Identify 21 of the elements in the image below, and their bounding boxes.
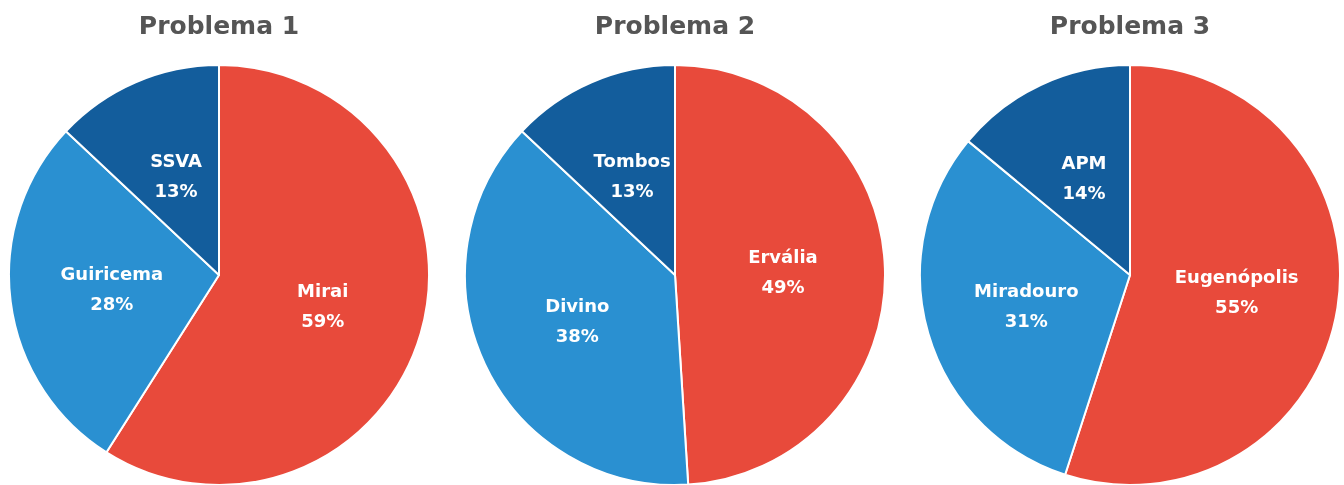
chart-title: Problema 1 bbox=[138, 11, 300, 40]
slice-label: Eugenópolis bbox=[1174, 266, 1299, 288]
data-label: 55% bbox=[1215, 296, 1259, 318]
data-label: 31% bbox=[1004, 309, 1048, 331]
data-label: 13% bbox=[610, 180, 654, 202]
data-label: 59% bbox=[301, 309, 345, 331]
data-label: 28% bbox=[90, 293, 134, 315]
data-label: 14% bbox=[1062, 181, 1106, 203]
slice-label: Ervália bbox=[748, 246, 818, 268]
slice-label: Miradouro bbox=[974, 279, 1079, 301]
slice-label: Divino bbox=[545, 295, 610, 317]
chart-title: Problema 3 bbox=[1049, 11, 1211, 40]
data-label: 38% bbox=[555, 325, 599, 347]
slice-label: Guiricema bbox=[60, 263, 164, 285]
slice-label: Tombos bbox=[593, 150, 671, 172]
data-label: 13% bbox=[154, 180, 198, 202]
slice-label: Mirai bbox=[297, 279, 349, 301]
slice-label: APM bbox=[1061, 151, 1107, 173]
data-label: 49% bbox=[761, 276, 805, 298]
slice-label: SSVA bbox=[150, 150, 203, 172]
chart-title: Problema 2 bbox=[594, 11, 756, 40]
